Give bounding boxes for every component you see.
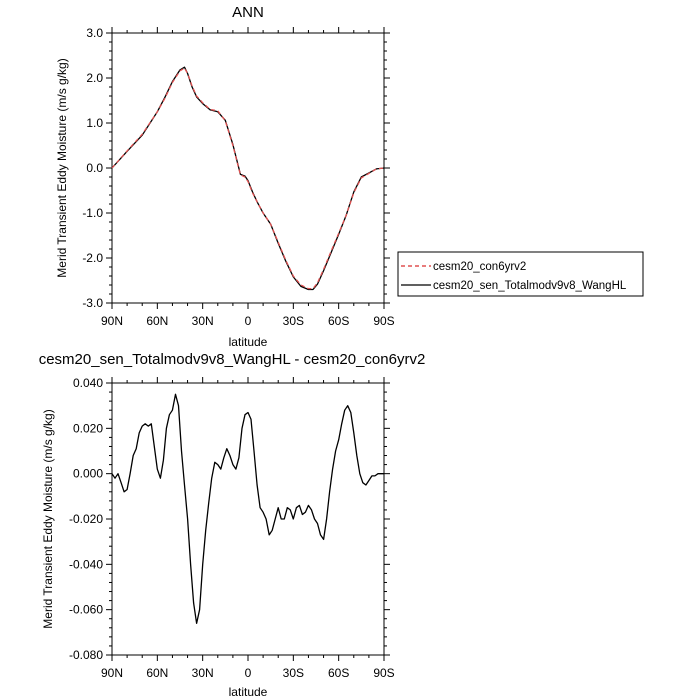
y-tick-label: 0.0 [86,161,103,175]
top-y-tick-labels: 3.0 2.0 1.0 0.0 -1.0 -2.0 -3.0 [82,26,103,310]
x-tick-label: 0 [245,666,252,680]
x-tick-label: 60N [146,666,168,680]
top-y-axis-label: Merid Transient Eddy Moisture (m/s g/kg) [55,58,69,277]
legend-box [397,251,644,297]
y-tick-label: -2.0 [82,251,103,265]
y-tick-label: 0.040 [73,376,103,390]
x-tick-label: 90N [101,666,123,680]
y-tick-label: 0.020 [73,421,103,435]
y-tick-label: -3.0 [82,296,103,310]
x-tick-label: 30S [283,666,304,680]
y-tick-label: 3.0 [86,26,103,40]
bottom-x-axis-label: latitude [229,685,268,699]
top-x-axis-label: latitude [229,335,268,349]
top-panel: ANN 90N 60N 30N 0 30S 60S 90S 3.0 2.0 1.0 0.0 -1.0… [55,4,644,349]
y-tick-label: -1.0 [82,206,103,220]
legend: cesm20_con6yrv2 cesm20_sen_Totalmodv9v8_… [397,251,644,297]
x-tick-label: 30N [192,666,214,680]
bottom-x-tick-labels: 90N 60N 30N 0 30S 60S 90S [101,666,395,680]
y-tick-label: 0.000 [73,467,103,481]
bottom-ticks [106,377,390,661]
x-tick-label: 90S [373,314,394,328]
x-tick-label: 60N [146,314,168,328]
bottom-plot-frame [111,382,385,656]
bottom-title: cesm20_sen_Totalmodv9v8_WangHL - cesm20_… [39,351,426,368]
legend-label-series-2: cesm20_sen_Totalmodv9v8_WangHL [433,280,627,292]
top-title: ANN [232,4,264,21]
y-tick-label: 2.0 [86,71,103,85]
series-line-2 [111,66,385,291]
x-tick-label: 90N [101,314,123,328]
legend-label-series-1: cesm20_con6yrv2 [433,261,526,273]
bottom-panel: cesm20_sen_Totalmodv9v8_WangHL - cesm20_… [39,351,426,699]
bottom-y-tick-labels: 0.040 0.020 0.000 -0.020 -0.040 -0.060 -0.080 [69,376,103,662]
top-ticks [106,27,390,309]
bottom-y-axis-label: Merid Transient Eddy Moisture (m/s g/kg) [41,409,55,628]
y-tick-label: -0.080 [69,648,103,662]
top-series-lines [111,66,385,291]
x-tick-label: 30N [192,314,214,328]
x-tick-label: 60S [328,314,349,328]
y-tick-label: -0.040 [69,557,103,571]
x-tick-label: 30S [283,314,304,328]
x-tick-label: 0 [245,314,252,328]
top-plot-frame [111,32,385,304]
top-x-tick-labels: 90N 60N 30N 0 30S 60S 90S [101,314,395,328]
bottom-series-lines [111,393,384,624]
y-tick-label: -0.060 [69,603,103,617]
series-line-1 [111,393,384,624]
x-tick-label: 60S [328,666,349,680]
y-tick-label: 1.0 [86,116,103,130]
x-tick-label: 90S [373,666,394,680]
y-tick-label: -0.020 [69,512,103,526]
series-line-1 [111,67,385,290]
